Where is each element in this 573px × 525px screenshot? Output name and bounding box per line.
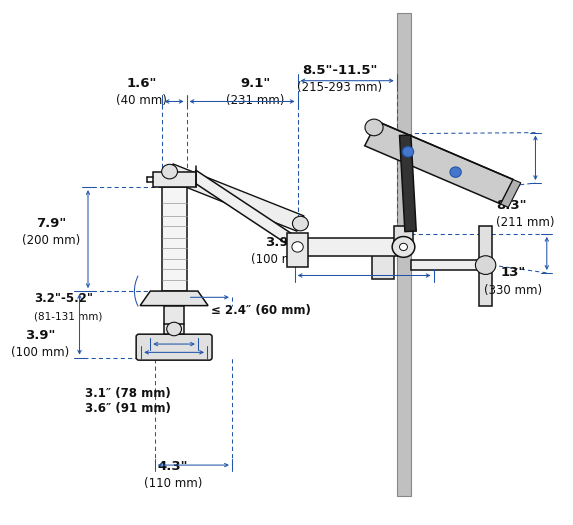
Polygon shape xyxy=(364,121,513,204)
Text: 9.1": 9.1" xyxy=(240,77,270,90)
Circle shape xyxy=(365,119,383,136)
Text: 3.1″ (78 mm): 3.1″ (78 mm) xyxy=(85,387,171,400)
Text: 13": 13" xyxy=(500,266,525,279)
Bar xyxy=(372,251,394,279)
Polygon shape xyxy=(195,170,297,251)
FancyBboxPatch shape xyxy=(162,187,187,291)
Circle shape xyxy=(402,146,414,157)
Text: (215-293 mm): (215-293 mm) xyxy=(297,81,383,94)
Circle shape xyxy=(162,164,178,179)
Text: 3.6″ (91 mm): 3.6″ (91 mm) xyxy=(85,403,171,415)
Bar xyxy=(397,13,411,496)
Bar xyxy=(152,172,195,187)
Bar xyxy=(394,226,413,247)
Bar xyxy=(164,306,185,334)
Text: (200 mm): (200 mm) xyxy=(22,234,80,247)
Text: 7.9": 7.9" xyxy=(36,217,66,230)
Text: 8.3": 8.3" xyxy=(496,199,527,212)
Text: (231 mm): (231 mm) xyxy=(226,94,284,107)
Text: (100 mm): (100 mm) xyxy=(11,346,69,359)
FancyBboxPatch shape xyxy=(136,334,212,360)
Text: 3.9": 3.9" xyxy=(25,329,55,342)
Text: 1.6": 1.6" xyxy=(127,77,157,90)
Circle shape xyxy=(292,242,303,252)
Text: 3.9": 3.9" xyxy=(265,236,296,249)
Text: (100 mm): (100 mm) xyxy=(252,254,309,266)
Text: (110 mm): (110 mm) xyxy=(144,477,202,490)
Bar xyxy=(480,226,492,306)
Polygon shape xyxy=(501,180,521,207)
Text: (330 mm): (330 mm) xyxy=(484,284,542,297)
Circle shape xyxy=(399,243,407,250)
Bar xyxy=(411,260,490,270)
Bar xyxy=(287,234,308,267)
Circle shape xyxy=(167,322,182,336)
Text: 4.3": 4.3" xyxy=(158,459,188,472)
Polygon shape xyxy=(399,135,416,232)
Polygon shape xyxy=(140,291,208,306)
Text: (211 mm): (211 mm) xyxy=(496,216,554,229)
Text: (81-131 mm): (81-131 mm) xyxy=(34,311,103,321)
Text: 3.2"-5.2": 3.2"-5.2" xyxy=(34,292,93,306)
Text: (40 mm): (40 mm) xyxy=(116,94,167,107)
Text: 8.5"-11.5": 8.5"-11.5" xyxy=(303,64,378,77)
Polygon shape xyxy=(166,164,304,231)
Polygon shape xyxy=(297,238,402,256)
Circle shape xyxy=(450,167,461,177)
Circle shape xyxy=(292,216,308,231)
Text: ≤ 2.4″ (60 mm): ≤ 2.4″ (60 mm) xyxy=(211,304,311,317)
Circle shape xyxy=(392,237,415,257)
Circle shape xyxy=(476,256,496,275)
